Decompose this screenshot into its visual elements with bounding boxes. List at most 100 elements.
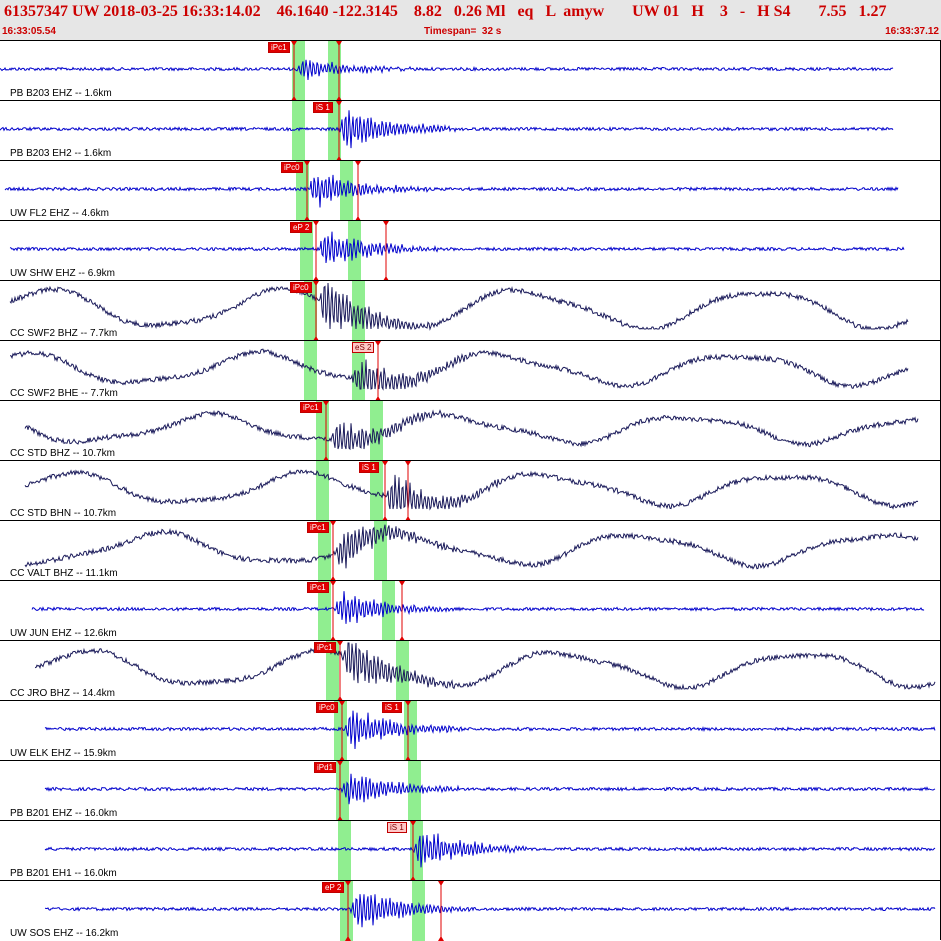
seismogram-trace — [44, 710, 936, 750]
pick-bottom-triangle — [336, 156, 342, 161]
trace-stack[interactable]: iPc1 PB B203 EHZ -- 1.6km iS 1 PB B203 EH2 … — [0, 40, 941, 941]
station-channel-label: CC SWF2 BHE -- 7.7km — [10, 388, 118, 399]
waveform-plot[interactable] — [0, 401, 941, 461]
waveform-plot[interactable] — [0, 521, 941, 581]
seismogram-trace — [31, 591, 925, 624]
waveform-plot[interactable] — [0, 161, 941, 221]
pick-label[interactable]: eP 2 — [322, 882, 345, 893]
pick-top-triangle — [410, 821, 416, 826]
station-channel-label: PB B201 EH1 -- 16.0km — [10, 868, 117, 879]
waveform-plot[interactable] — [0, 221, 941, 281]
trace-panel[interactable]: iS 1 CC STD BHN -- 10.7km — [0, 460, 941, 521]
waveform-plot[interactable] — [0, 461, 941, 521]
pick-top-triangle — [330, 521, 336, 526]
seismogram-trace — [0, 59, 894, 81]
pick-bottom-triangle — [410, 876, 416, 881]
pick-label[interactable]: iPc1 — [307, 582, 329, 593]
trace-panel[interactable]: iPc1 CC JRO BHZ -- 14.4km — [0, 640, 941, 701]
station-channel-label: PB B203 EHZ -- 1.6km — [10, 88, 112, 99]
pick-bottom-triangle — [339, 756, 345, 761]
pick-label[interactable]: iPc1 — [268, 42, 290, 53]
station-channel-label: UW ELK EHZ -- 15.9km — [10, 748, 117, 759]
seismogram-trace — [34, 642, 936, 691]
waveform-plot[interactable] — [0, 821, 941, 881]
trace-panel[interactable]: iPc0 UW FL2 EHZ -- 4.6km — [0, 160, 941, 221]
trace-panel[interactable]: eS 2 CC SWF2 BHE -- 7.7km — [0, 340, 941, 401]
pick-top-triangle — [345, 881, 351, 886]
trace-panel[interactable]: iS 1 PB B203 EH2 -- 1.6km — [0, 100, 941, 161]
pick-label[interactable]: iPc0 — [316, 702, 338, 713]
waveform-plot[interactable] — [0, 281, 941, 341]
waveform-plot[interactable] — [0, 761, 941, 821]
station-channel-label: PB B203 EH2 -- 1.6km — [10, 148, 112, 159]
view-end-time: 16:33:37.12 — [885, 26, 939, 37]
trace-panel[interactable]: eP 2 UW SOS EHZ -- 16.2km — [0, 880, 941, 941]
pick-label[interactable]: iS 1 — [313, 102, 333, 113]
pick-window-band — [408, 761, 421, 821]
pick-window-band — [382, 581, 395, 641]
timespan-label: Timespan= — [424, 26, 477, 37]
pick-top-triangle — [405, 701, 411, 706]
waveform-plot[interactable] — [0, 41, 941, 101]
pick-top-triangle — [383, 221, 389, 226]
pick-bottom-triangle — [291, 96, 297, 101]
station-channel-label: PB B201 EHZ -- 16.0km — [10, 808, 118, 819]
pick-label[interactable]: iPc0 — [281, 162, 303, 173]
pick-label[interactable]: eP 2 — [290, 222, 313, 233]
station-channel-label: UW SHW EHZ -- 6.9km — [10, 268, 115, 279]
seismogram-trace — [24, 524, 919, 570]
pick-label[interactable]: eS 2 — [352, 342, 375, 353]
pick-label[interactable]: iPd1 — [314, 762, 337, 773]
trace-panel[interactable]: eP 2 UW SHW EHZ -- 6.9km — [0, 220, 941, 281]
pick-top-triangle — [339, 701, 345, 706]
event-summary-line: 61357347 UW 2018-03-25 16:33:14.02 46.16… — [4, 3, 887, 20]
pick-top-triangle — [355, 161, 361, 166]
trace-panel[interactable]: iPc0 CC SWF2 BHZ -- 7.7km — [0, 280, 941, 341]
pick-label[interactable]: iPc1 — [300, 402, 322, 413]
trace-panel[interactable]: iPc1 UW JUN EHZ -- 12.6km — [0, 580, 941, 641]
pick-top-triangle — [337, 761, 343, 766]
pick-label[interactable]: iPc1 — [307, 522, 329, 533]
station-channel-label: CC VALT BHZ -- 11.1km — [10, 568, 118, 579]
trace-panel[interactable]: iPc0 iS 1 UW ELK EHZ -- 15.9km — [0, 700, 941, 761]
pick-window-band — [404, 701, 417, 761]
pick-label[interactable]: iPc0 — [290, 282, 312, 293]
seismogram-trace — [44, 773, 936, 805]
waveform-plot[interactable] — [0, 581, 941, 641]
trace-panel[interactable]: iPc1 CC VALT BHZ -- 11.1km — [0, 520, 941, 581]
pick-top-triangle — [336, 41, 342, 46]
pick-window-band — [318, 581, 331, 641]
pick-bottom-triangle — [337, 816, 343, 821]
seismogram-trace — [44, 894, 936, 928]
waveform-plot[interactable] — [0, 341, 941, 401]
pick-window-band — [348, 221, 361, 281]
pick-label[interactable]: iS 1 — [382, 702, 402, 713]
trace-panel[interactable]: iPc1 PB B203 EHZ -- 1.6km — [0, 40, 941, 101]
pick-window-band — [326, 641, 339, 701]
seismogram-trace — [0, 110, 894, 149]
pick-window-band — [396, 641, 409, 701]
pick-bottom-triangle — [375, 396, 381, 401]
pick-window-band — [340, 881, 353, 941]
trace-panel[interactable]: iPc1 CC STD BHZ -- 10.7km — [0, 400, 941, 461]
trace-panel[interactable]: iS 1 PB B201 EH1 -- 16.0km — [0, 820, 941, 881]
pick-label[interactable]: iS 1 — [387, 822, 407, 833]
pick-window-band — [338, 821, 351, 881]
waveform-plot[interactable] — [0, 101, 941, 161]
pick-bottom-triangle — [304, 216, 310, 221]
waveform-plot[interactable] — [0, 641, 941, 701]
seismogram-trace — [4, 174, 899, 208]
waveform-plot[interactable] — [0, 701, 941, 761]
seismogram-trace — [9, 231, 905, 264]
pick-bottom-triangle — [438, 936, 444, 941]
pick-top-triangle — [323, 401, 329, 406]
pick-bottom-triangle — [382, 516, 388, 521]
waveform-plot[interactable] — [0, 881, 941, 941]
pick-top-triangle — [399, 581, 405, 586]
pick-label[interactable]: iS 1 — [359, 462, 379, 473]
trace-panel[interactable]: iPd1 PB B201 EHZ -- 16.0km — [0, 760, 941, 821]
pick-top-triangle — [405, 461, 411, 466]
pick-bottom-triangle — [405, 516, 411, 521]
pick-label[interactable]: iPc1 — [314, 642, 336, 653]
